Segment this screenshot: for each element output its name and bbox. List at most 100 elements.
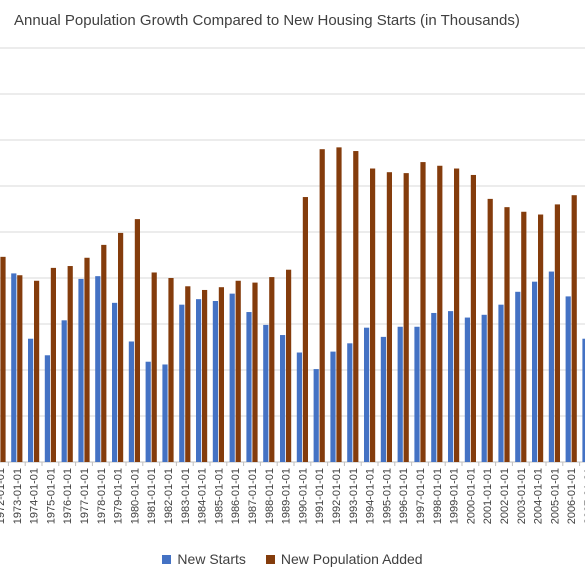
x-tick-label: 1986-01-01: [230, 468, 242, 524]
bar-new-population: [269, 277, 275, 462]
bar-new-population: [353, 151, 359, 463]
bar-new-population: [386, 172, 392, 462]
bar-new-population: [202, 289, 208, 462]
bar-new-population: [34, 280, 40, 462]
x-tick-label: 1987-01-01: [247, 468, 259, 524]
bar-new-starts: [548, 271, 554, 462]
bar-new-starts: [145, 361, 151, 462]
bar-new-starts: [112, 302, 118, 462]
bar-new-population: [521, 211, 527, 462]
legend-swatch-new-starts: [162, 554, 172, 564]
legend-label-new-starts: New Starts: [177, 551, 246, 567]
legend-item-new-population: New Population Added: [265, 551, 423, 567]
bar-new-population: [437, 165, 443, 462]
bar-new-population: [50, 267, 56, 462]
x-tick-label: 2002-01-01: [499, 468, 511, 524]
bar-new-population: [218, 287, 224, 462]
bar-new-population: [17, 275, 23, 462]
x-tick-label: 1972-01-01: [0, 468, 7, 524]
bar-new-population: [420, 162, 426, 462]
x-tick-label: 2005-01-01: [549, 468, 561, 524]
bar-new-starts: [414, 326, 420, 462]
x-tick-label: 1973-01-01: [12, 468, 24, 524]
bar-new-starts: [28, 338, 34, 462]
legend-label-new-population: New Population Added: [280, 551, 423, 567]
bar-new-population: [118, 232, 124, 462]
bar-new-population: [235, 280, 241, 462]
bar-new-starts: [61, 320, 67, 462]
bar-new-population: [403, 173, 409, 462]
x-tick-label: 1991-01-01: [314, 468, 326, 524]
x-tick-label: 1980-01-01: [129, 468, 141, 524]
bar-new-starts: [380, 336, 386, 462]
x-tick-label: 2004-01-01: [533, 468, 545, 524]
x-tick-label: 1995-01-01: [381, 468, 393, 524]
x-tick-label: 1989-01-01: [281, 468, 293, 524]
x-tick-label: 1981-01-01: [146, 468, 158, 524]
x-tick-label: 1988-01-01: [264, 468, 276, 524]
bar-new-starts: [196, 299, 202, 462]
bar-new-population: [67, 266, 73, 462]
x-tick-label: 2001-01-01: [482, 468, 494, 524]
bar-new-population: [168, 278, 174, 462]
x-tick-label: 1998-01-01: [432, 468, 444, 524]
bar-new-population: [538, 214, 544, 462]
x-tick-label: 1999-01-01: [449, 468, 461, 524]
bar-new-starts: [128, 341, 134, 462]
bar-new-starts: [280, 335, 286, 462]
bar-new-starts: [481, 314, 487, 462]
bar-new-starts: [162, 364, 168, 462]
bar-new-starts: [515, 291, 521, 462]
bar-new-starts: [263, 324, 269, 462]
bar-new-population: [504, 207, 510, 462]
x-tick-label: 1984-01-01: [197, 468, 209, 524]
bar-new-starts: [582, 338, 585, 462]
x-tick-label: 1994-01-01: [365, 468, 377, 524]
bar-new-population: [302, 197, 308, 463]
bar-new-starts: [498, 304, 504, 462]
bar-new-starts: [347, 343, 353, 462]
bar-new-starts: [431, 312, 437, 462]
x-tick-label: 1993-01-01: [348, 468, 360, 524]
legend-swatch-new-population: [265, 554, 275, 564]
bar-new-starts: [78, 278, 84, 462]
bar-new-starts: [179, 304, 185, 462]
x-tick-label: 1976-01-01: [62, 468, 74, 524]
x-tick-label: 2003-01-01: [516, 468, 528, 524]
bar-new-starts: [565, 296, 571, 462]
bar-new-starts: [95, 276, 101, 462]
chart-legend: New Starts New Population Added: [0, 551, 585, 567]
x-tick-label: 1982-01-01: [163, 468, 175, 524]
x-tick-label: 1983-01-01: [180, 468, 192, 524]
bar-new-starts: [212, 301, 218, 462]
bar-new-starts: [397, 326, 403, 462]
bar-new-starts: [448, 311, 454, 462]
x-tick-label: 1990-01-01: [297, 468, 309, 524]
bar-new-starts: [464, 317, 470, 462]
bar-new-population: [252, 282, 258, 462]
bar-new-population: [185, 286, 191, 462]
bar-new-starts: [44, 355, 50, 462]
bar-new-starts: [532, 281, 538, 462]
x-tick-label: 2007-01-01: [583, 468, 585, 524]
bar-new-population: [319, 149, 325, 462]
bar-new-starts: [229, 293, 235, 462]
x-tick-label: 2000-01-01: [465, 468, 477, 524]
bar-new-population: [454, 168, 460, 462]
bar-new-starts: [296, 352, 302, 462]
x-tick-label: 1997-01-01: [415, 468, 427, 524]
legend-item-new-starts: New Starts: [162, 551, 246, 567]
x-tick-label: 1992-01-01: [331, 468, 343, 524]
bar-new-population: [151, 272, 157, 462]
x-tick-label: 1977-01-01: [79, 468, 91, 524]
x-tick-label: 1996-01-01: [398, 468, 410, 524]
x-tick-label: 1979-01-01: [113, 468, 125, 524]
bar-new-population: [336, 147, 342, 463]
x-tick-label: 1985-01-01: [213, 468, 225, 524]
bar-new-starts: [11, 273, 17, 462]
bar-new-population: [101, 244, 107, 462]
x-tick-label: 2006-01-01: [566, 468, 578, 524]
bar-new-starts: [364, 327, 370, 462]
bar-new-population: [370, 168, 376, 462]
